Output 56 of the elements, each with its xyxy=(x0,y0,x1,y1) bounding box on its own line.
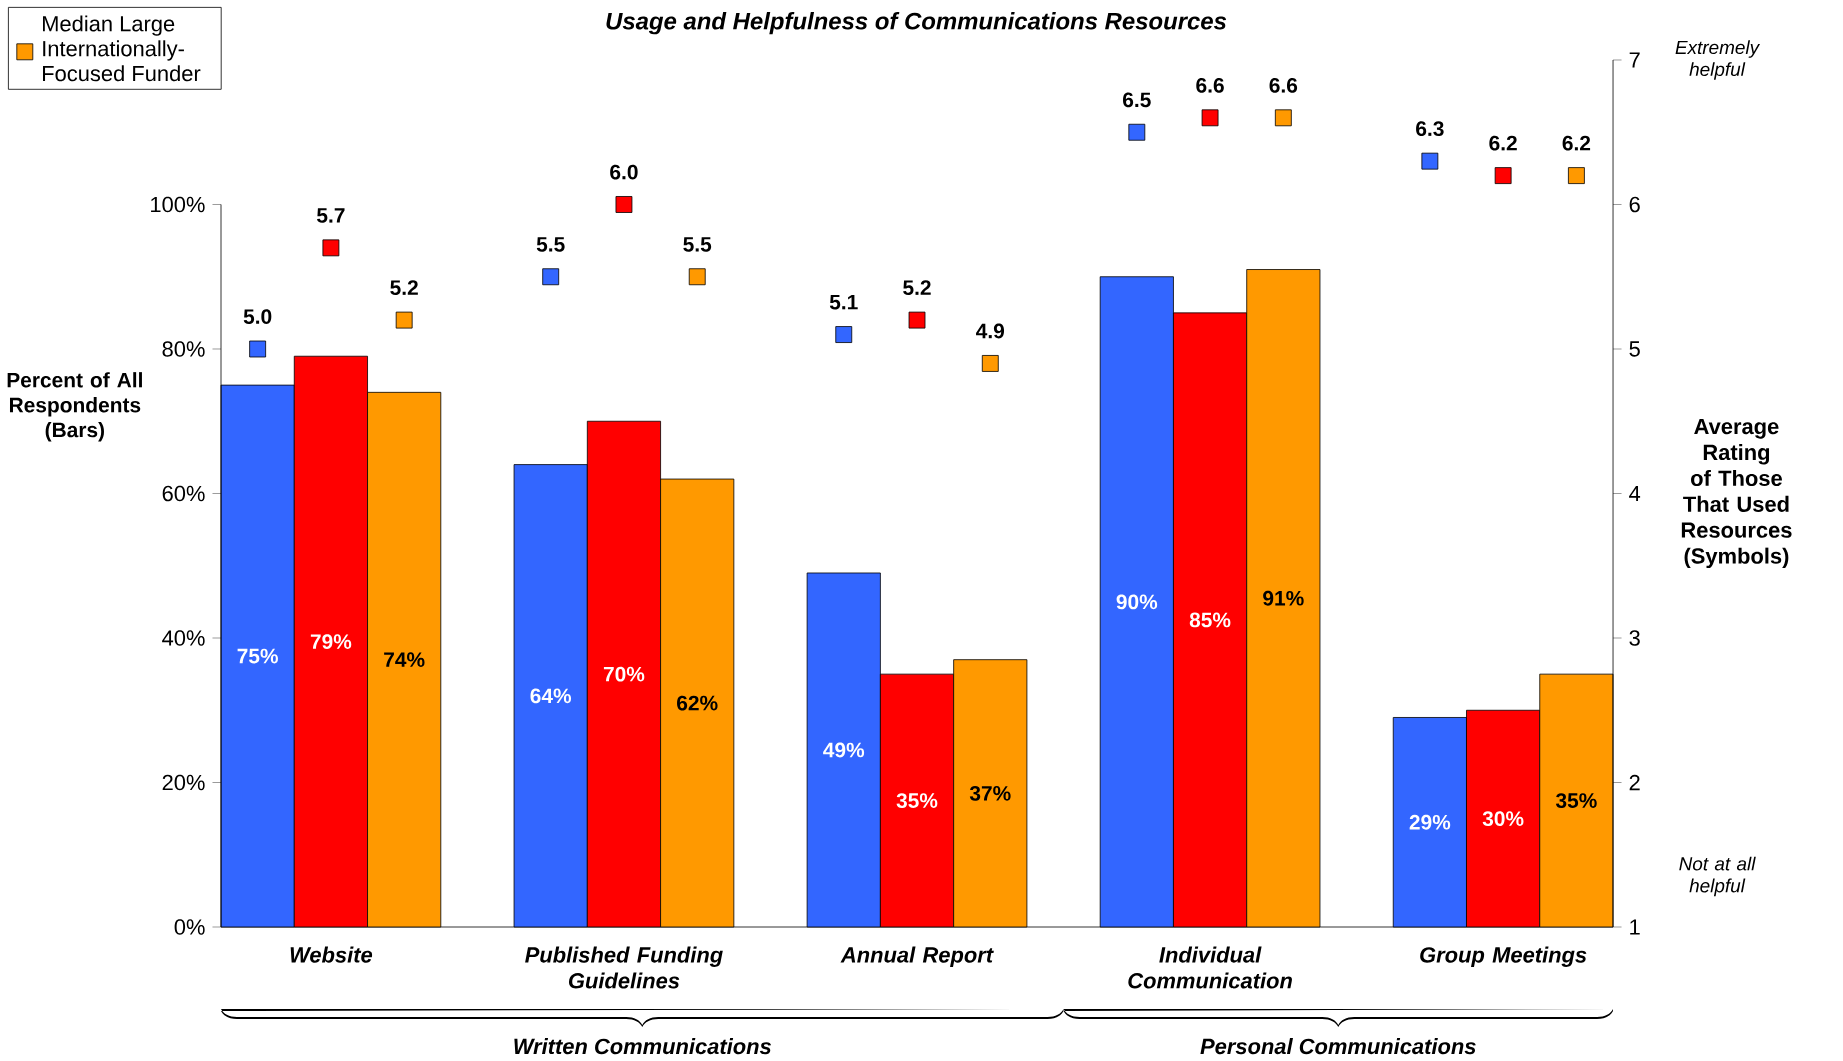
data-label: 5.5 xyxy=(683,237,712,252)
chart-title: Usage and Helpfulness of Communications Resources xyxy=(606,12,1227,35)
text: Extremely helpful xyxy=(1675,40,1761,80)
data-label: 6.6 xyxy=(1269,77,1298,93)
data-label: 5.2 xyxy=(390,280,418,296)
data-label: 85% xyxy=(1189,612,1231,628)
x-tick-label: Individual Communication xyxy=(1128,946,1292,989)
y-tick-label: 40% xyxy=(162,630,205,646)
y2-tick-label: 4 xyxy=(1629,485,1641,502)
data-label: 64% xyxy=(530,688,572,704)
data-label: 91% xyxy=(1263,590,1304,606)
y-tick-label: 80% xyxy=(162,341,205,357)
y2-tick-label: 1 xyxy=(1630,919,1640,935)
data-label: 6.3 xyxy=(1416,121,1444,137)
data-label: 29% xyxy=(1409,814,1451,830)
data-label: 4.9 xyxy=(976,323,1005,339)
data-label: 6.2 xyxy=(1562,135,1591,151)
y2-axis-title: Average Rating of Those That Used Resources (Symbols) xyxy=(1681,418,1792,569)
y2-tick-label: 6 xyxy=(1629,196,1640,213)
data-label: 62% xyxy=(677,695,718,711)
legend-label: Median Large Internationally-Focused Funder xyxy=(43,15,201,82)
text: Personal Communications xyxy=(1200,1038,1476,1055)
data-label: 6.2 xyxy=(1489,135,1517,151)
y-axis-title: Percent of All Respondents (Bars) xyxy=(7,372,142,442)
data-label: 75% xyxy=(237,648,278,664)
y-tick-label: 100% xyxy=(151,196,205,213)
data-label: 79% xyxy=(310,634,352,650)
data-label: 35% xyxy=(1555,793,1597,808)
data-label: 30% xyxy=(1482,811,1524,827)
text: Not at all helpful xyxy=(1679,856,1756,897)
data-label: 6.0 xyxy=(610,164,638,180)
data-label: 35% xyxy=(896,793,938,808)
x-tick-label: Annual Report xyxy=(840,946,994,967)
x-tick-label: Published Funding Guidelines xyxy=(525,946,723,989)
data-label: 6.5 xyxy=(1123,92,1151,108)
text: Written Communications xyxy=(514,1038,771,1055)
data-label: 74% xyxy=(384,652,425,668)
y-tick-label: 20% xyxy=(162,774,205,791)
data-label: 5.1 xyxy=(829,294,858,310)
y2-tick-label: 5 xyxy=(1629,341,1640,357)
y-tick-label: 60% xyxy=(162,485,205,502)
data-label: 49% xyxy=(823,742,865,758)
y-tick-label: 0% xyxy=(174,919,205,935)
data-label: 5.7 xyxy=(317,208,345,223)
data-label: 90% xyxy=(1116,594,1158,610)
y2-tick-label: 3 xyxy=(1629,630,1640,646)
y2-tick-label: 7 xyxy=(1629,52,1640,68)
data-label: 6.6 xyxy=(1196,77,1224,93)
data-label: 70% xyxy=(603,666,645,682)
data-label: 5.5 xyxy=(536,237,565,252)
x-tick-label: Group Meetings xyxy=(1420,946,1587,967)
data-label: 5.0 xyxy=(243,309,272,324)
y2-tick-label: 2 xyxy=(1629,774,1640,791)
x-tick-label: Website xyxy=(290,946,373,963)
data-label: 37% xyxy=(969,785,1011,801)
data-label: 5.2 xyxy=(903,280,931,296)
